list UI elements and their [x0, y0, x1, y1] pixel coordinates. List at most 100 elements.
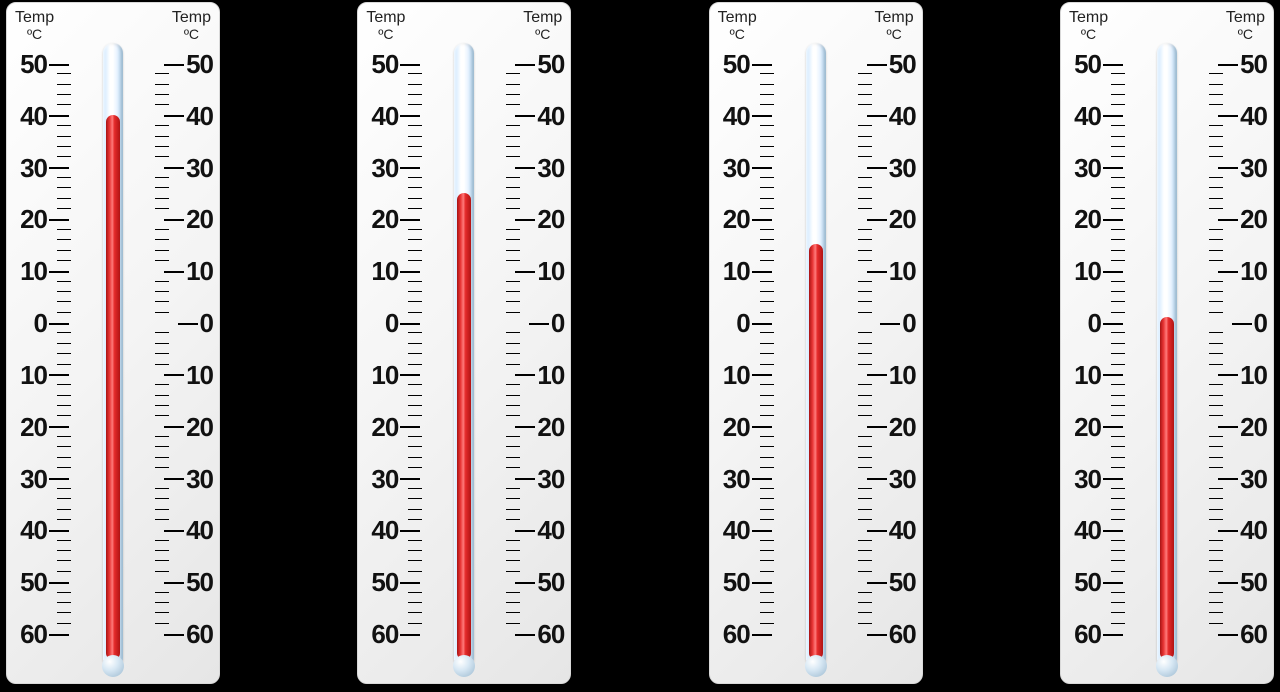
major-tick-line [49, 167, 69, 169]
major-tick-line [1103, 323, 1123, 325]
minor-tick [506, 488, 520, 489]
minor-tick [57, 560, 71, 561]
minor-tick [506, 384, 520, 385]
major-tick: 0 [1209, 308, 1267, 339]
major-tick-line [49, 426, 69, 428]
thermometer-row: TempºCTempºC5040302010010203040506050403… [0, 0, 1280, 692]
minor-tick [1209, 332, 1223, 333]
tick-label: 60 [1240, 619, 1267, 650]
minor-tick [408, 301, 422, 302]
minor-tick [1209, 301, 1223, 302]
major-tick-line [400, 478, 420, 480]
minor-tick [858, 498, 872, 499]
major-tick: 50 [716, 49, 774, 80]
thermometer-bulb [805, 655, 827, 677]
major-tick: 40 [13, 515, 71, 546]
minor-tick [408, 560, 422, 561]
tick-label: 50 [1240, 49, 1267, 80]
minor-tick [1111, 384, 1125, 385]
minor-tick [155, 405, 169, 406]
minor-tick [1111, 125, 1125, 126]
tick-label: 50 [1074, 49, 1101, 80]
minor-tick [408, 602, 422, 603]
minor-tick [155, 592, 169, 593]
tick-label: 30 [889, 464, 916, 495]
minor-tick [506, 612, 520, 613]
major-tick-line [1103, 478, 1123, 480]
minor-tick [858, 405, 872, 406]
tick-label: 10 [20, 360, 47, 391]
tick-label: 40 [1074, 101, 1101, 132]
minor-tick [408, 239, 422, 240]
major-tick: 20 [155, 412, 213, 443]
temp-header-unit: ºC [1069, 27, 1108, 42]
tick-label: 30 [186, 153, 213, 184]
minor-tick [760, 198, 774, 199]
minor-tick [408, 332, 422, 333]
minor-tick [1209, 146, 1223, 147]
minor-tick [57, 187, 71, 188]
major-tick: 30 [506, 464, 564, 495]
minor-tick [155, 446, 169, 447]
minor-tick [760, 384, 774, 385]
major-tick-line [1103, 530, 1123, 532]
minor-tick [408, 457, 422, 458]
major-tick-line [867, 167, 887, 169]
tick-label: 0 [1254, 308, 1267, 339]
minor-tick [57, 509, 71, 510]
tick-label: 20 [371, 204, 398, 235]
minor-tick [760, 239, 774, 240]
minor-tick [408, 177, 422, 178]
major-tick: 50 [13, 49, 71, 80]
minor-tick [760, 177, 774, 178]
major-tick: 30 [1209, 153, 1267, 184]
minor-tick [760, 84, 774, 85]
minor-tick [506, 125, 520, 126]
minor-tick [506, 187, 520, 188]
major-tick: 10 [155, 256, 213, 287]
tick-label: 30 [371, 464, 398, 495]
minor-tick [1209, 612, 1223, 613]
major-tick-line [752, 634, 772, 636]
tick-label: 20 [186, 204, 213, 235]
major-tick-line [164, 530, 184, 532]
minor-tick [57, 291, 71, 292]
temp-header-label: Temp [366, 9, 405, 27]
mercury-column [106, 115, 120, 660]
major-tick-line [49, 634, 69, 636]
major-tick-line [1103, 115, 1123, 117]
minor-tick [408, 146, 422, 147]
minor-tick [858, 136, 872, 137]
tick-label: 20 [889, 412, 916, 443]
major-tick-line [400, 374, 420, 376]
minor-tick [155, 177, 169, 178]
minor-tick [1111, 457, 1125, 458]
major-tick-line [880, 323, 900, 325]
major-tick-line [400, 634, 420, 636]
minor-tick [858, 177, 872, 178]
minor-tick [1111, 94, 1125, 95]
major-tick: 50 [364, 567, 422, 598]
major-tick-line [1232, 323, 1252, 325]
minor-tick [858, 602, 872, 603]
major-tick: 30 [716, 464, 774, 495]
tick-label: 0 [736, 308, 749, 339]
minor-tick [1209, 136, 1223, 137]
tick-label: 30 [20, 153, 47, 184]
major-tick: 20 [1209, 412, 1267, 443]
temp-header-left: TempºC [15, 9, 54, 42]
minor-tick [155, 198, 169, 199]
major-tick: 50 [506, 567, 564, 598]
major-tick-line [752, 478, 772, 480]
major-tick-line [178, 323, 198, 325]
minor-tick [760, 353, 774, 354]
major-tick-line [752, 167, 772, 169]
tick-label: 10 [723, 256, 750, 287]
mercury-column [1160, 317, 1174, 660]
major-tick-line [515, 115, 535, 117]
minor-tick [1111, 550, 1125, 551]
major-tick: 50 [506, 49, 564, 80]
scale-left: 50403020100102030405060 [716, 63, 774, 633]
tick-label: 60 [1074, 619, 1101, 650]
temp-header-label: Temp [718, 9, 757, 27]
